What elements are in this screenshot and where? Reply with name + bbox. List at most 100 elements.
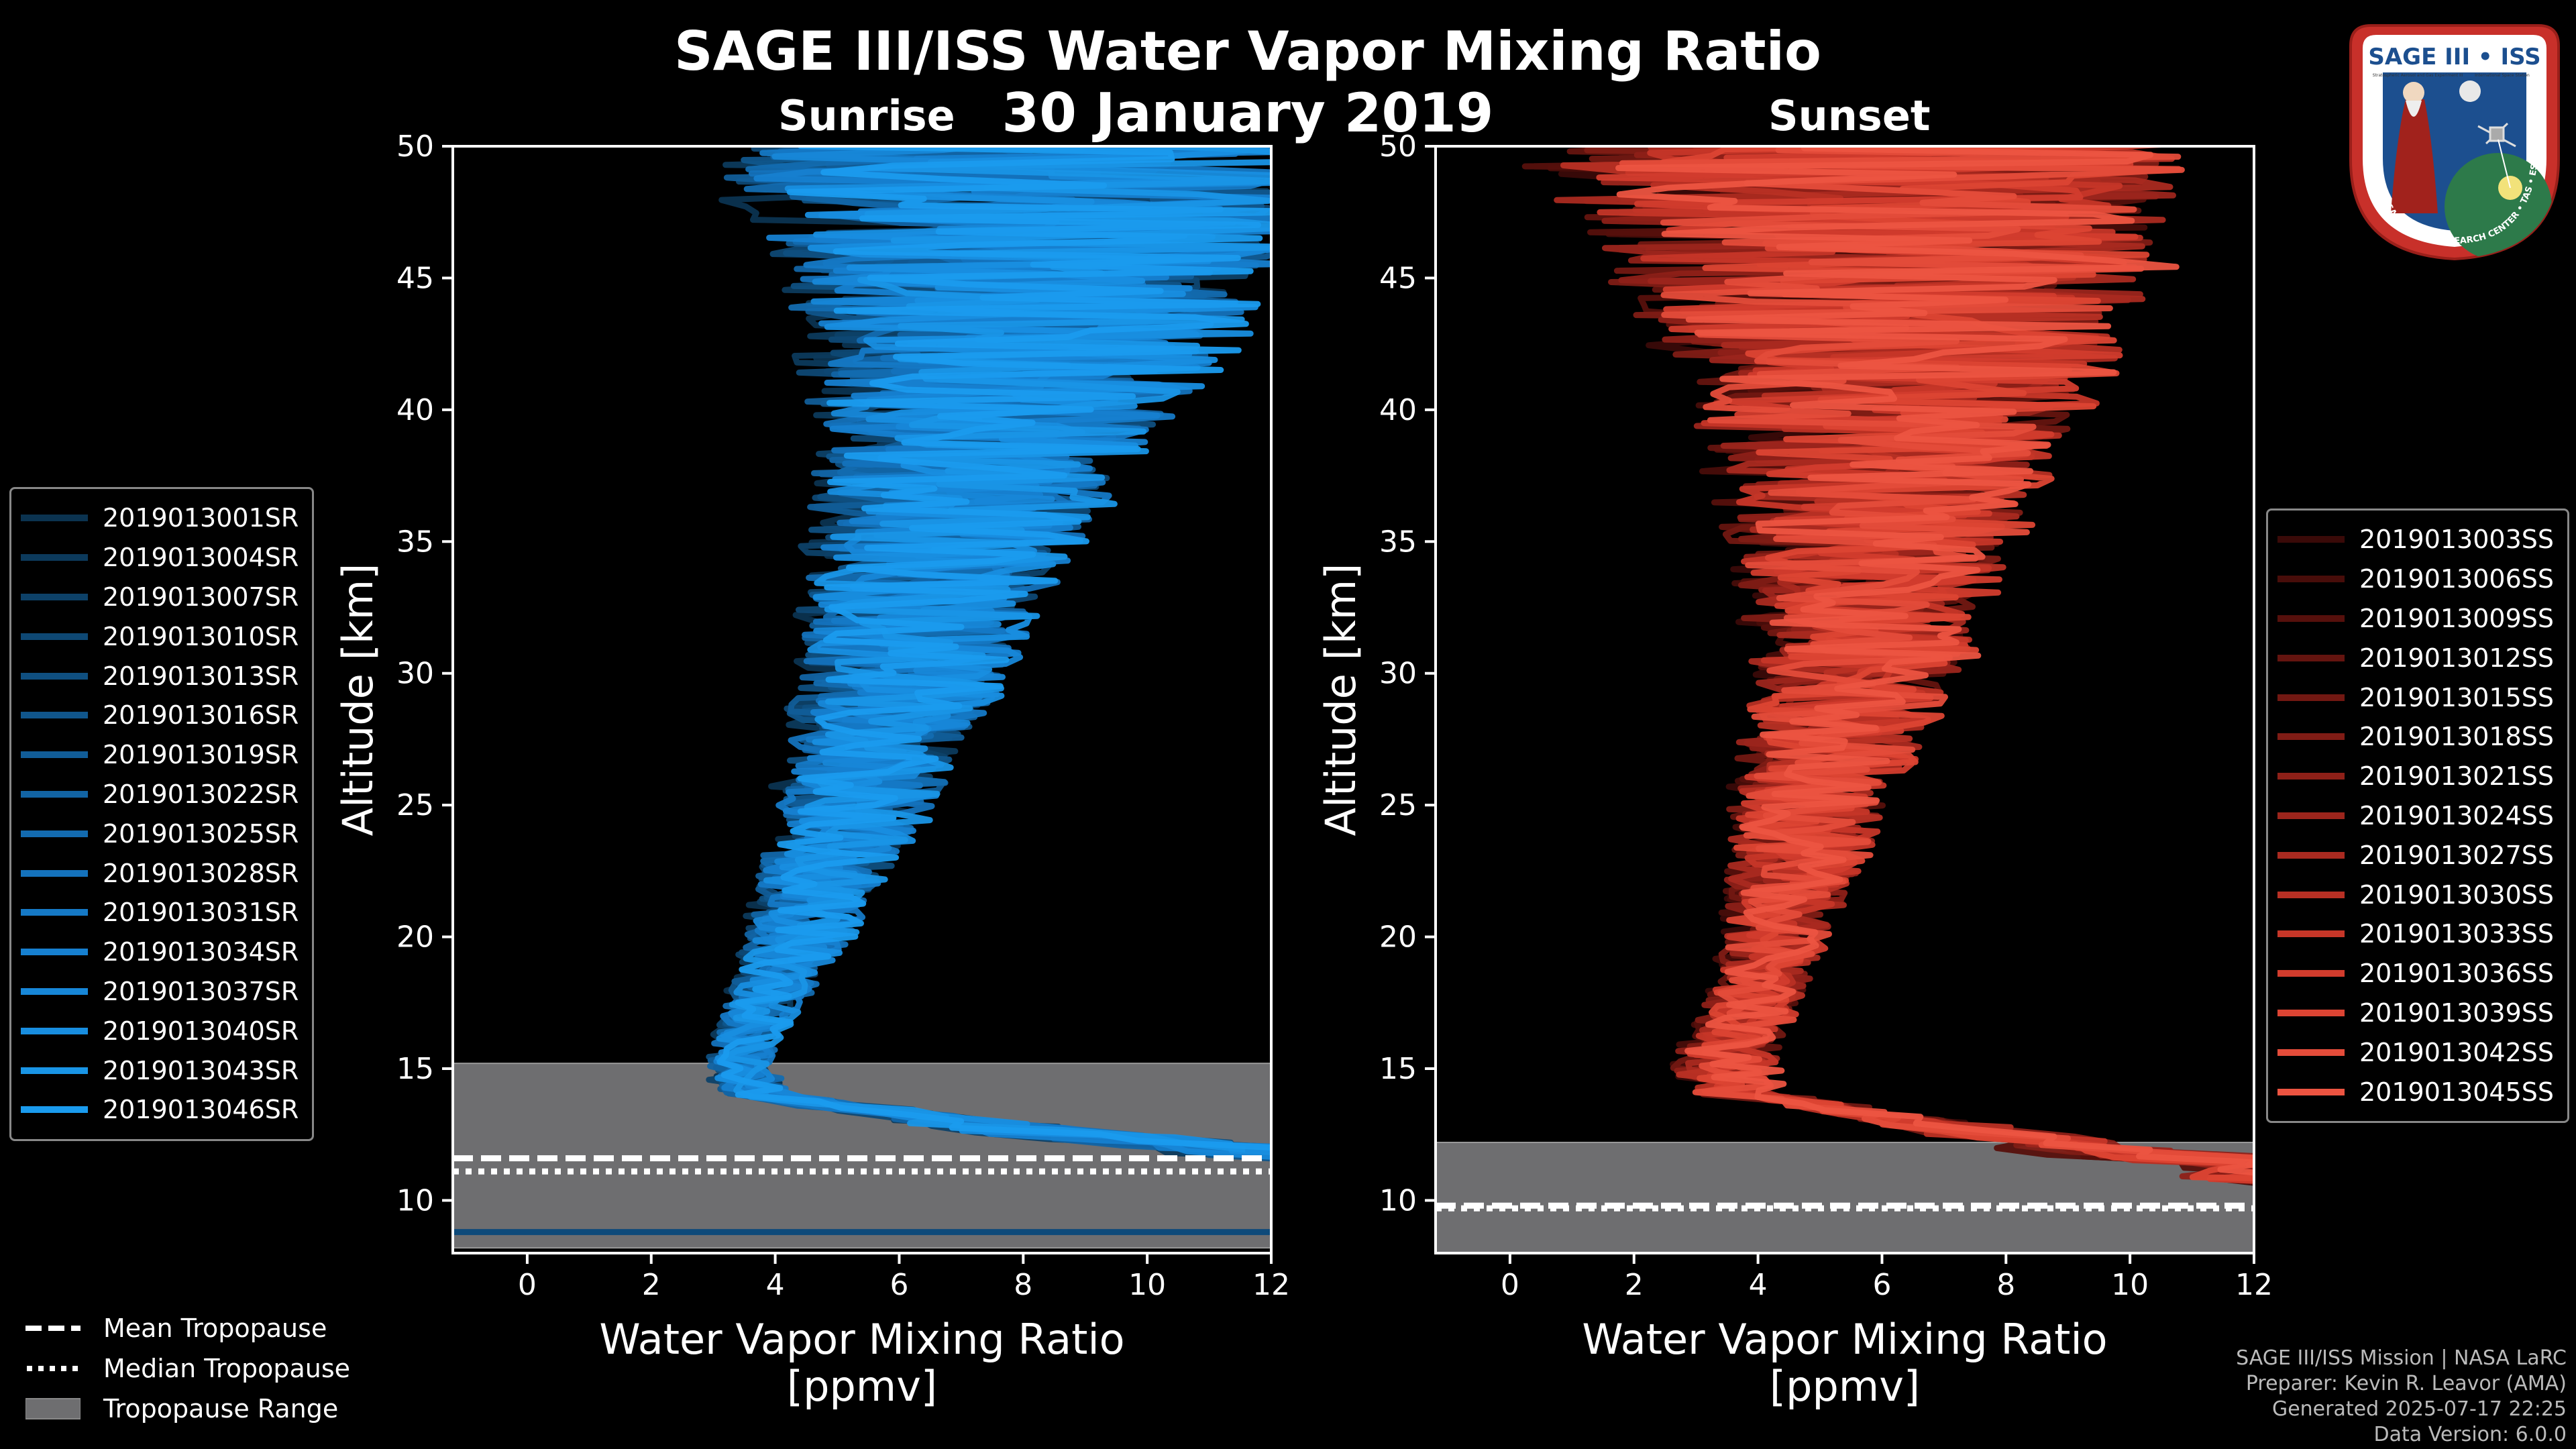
legend-item: 2019013025SR	[21, 814, 299, 853]
legend-swatch	[2277, 773, 2345, 780]
legend-label: 2019013001SR	[103, 503, 299, 533]
legend-item: 2019013013SR	[21, 656, 299, 696]
legend-swatch	[2277, 851, 2345, 859]
legend-label: Mean Tropopause	[103, 1313, 327, 1343]
y-tick-label: 45	[1379, 261, 1417, 295]
legend-item: 2019013016SR	[21, 696, 299, 735]
dashed-line-swatch	[25, 1326, 80, 1331]
legend-item: 2019013006SS	[2277, 559, 2554, 599]
legend-item: 2019013039SS	[2277, 994, 2554, 1033]
legend-label: 2019013019SR	[103, 740, 299, 770]
credits: SAGE III/ISS Mission | NASA LaRC Prepare…	[2236, 1346, 2567, 1448]
legend-swatch	[21, 987, 88, 995]
sunset-panel-title: Sunset	[1768, 91, 1931, 140]
logo-small-left: Stratospheric Aerosol and Gas Experiment…	[2373, 73, 2463, 78]
x-tick-label: 6	[1872, 1268, 1891, 1302]
iss-icon	[2477, 122, 2516, 148]
legend-label: 2019013004SR	[103, 543, 299, 573]
legend-swatch	[21, 554, 88, 561]
x-tick-label: 6	[890, 1268, 908, 1302]
legend-label: 2019013028SR	[103, 858, 299, 888]
legend-label: 2019013016SR	[103, 700, 299, 731]
legend-label: 2019013025SR	[103, 818, 299, 849]
y-tick-label: 35	[396, 525, 434, 559]
legend-item: 2019013046SR	[21, 1090, 299, 1130]
sunset-legend: 2019013003SS 2019013006SS 2019013009SS 2019…	[2266, 508, 2570, 1123]
legend-swatch	[2277, 1088, 2345, 1095]
legend-label: 2019013037SR	[103, 976, 299, 1006]
legend-median-tropopause: Median Tropopause	[25, 1348, 350, 1389]
legend-item: 2019013022SR	[21, 775, 299, 814]
legend-swatch	[2277, 694, 2345, 701]
plot-sunrise: 0 2 4 6 8 10 12 10 15 20 25 30 35 40 45 50 Water Vapor M…	[333, 129, 1290, 1411]
x-tick-label: 8	[1996, 1268, 2015, 1302]
x-axis-label: Water Vapor Mixing Ratio	[1582, 1315, 2107, 1364]
x-axis-unit-label: [ppmv]	[1770, 1362, 1920, 1411]
x-tick-label: 10	[2111, 1268, 2149, 1302]
legend-label: 2019013015SS	[2359, 682, 2555, 712]
legend-label: 2019013045SS	[2359, 1077, 2555, 1107]
legend-label: 2019013012SS	[2359, 643, 2555, 673]
legend-label: 2019013036SS	[2359, 959, 2555, 989]
x-axis-unit-label: [ppmv]	[787, 1362, 937, 1411]
profile-2019013030SS	[1560, 146, 2254, 1168]
legend-label: 2019013024SS	[2359, 800, 2555, 830]
legend-label: 2019013030SS	[2359, 879, 2555, 910]
legend-item: 2019013018SS	[2277, 717, 2554, 757]
legend-label: 2019013003SS	[2359, 525, 2555, 555]
legend-label: 2019013043SR	[103, 1055, 299, 1085]
legend-item: 2019013009SS	[2277, 599, 2554, 639]
legend-swatch	[2277, 970, 2345, 977]
legend-swatch	[21, 1027, 88, 1034]
wizard-figure-icon	[2391, 99, 2438, 213]
legend-swatch	[21, 869, 88, 877]
legend-swatch	[2277, 1049, 2345, 1056]
legend-swatch	[21, 1067, 88, 1074]
legend-swatch	[21, 712, 88, 719]
legend-item: 2019013015SS	[2277, 678, 2554, 717]
logo-title: SAGE III • ISS	[2368, 44, 2540, 70]
legend-label: Median Tropopause	[103, 1354, 350, 1383]
legend-label: 2019013022SR	[103, 779, 299, 809]
profile-2019013039SS	[1660, 146, 2254, 1182]
light-ray	[2498, 139, 2511, 189]
y-tick-label: 30	[396, 657, 434, 691]
x-tick-label: 8	[1014, 1268, 1032, 1302]
y-tick-label: 25	[1379, 788, 1417, 822]
y-tick-label: 30	[1379, 657, 1417, 691]
legend-item: 2019013007SR	[21, 578, 299, 617]
x-tick-label: 0	[1501, 1268, 1519, 1302]
y-tick-label: 15	[1379, 1052, 1417, 1086]
sunrise-panel-title: Sunrise	[778, 91, 955, 140]
credit-mission: SAGE III/ISS Mission | NASA LaRC	[2236, 1346, 2567, 1370]
plot-frame	[1434, 145, 2255, 1254]
legend-item: 2019013010SR	[21, 616, 299, 656]
legend-label: 2019013046SR	[103, 1095, 299, 1125]
legend-item: 2019013037SR	[21, 972, 299, 1012]
range-swatch	[25, 1398, 80, 1419]
x-tick-label: 12	[1252, 1268, 1290, 1302]
legend-swatch	[2277, 576, 2345, 583]
x-tick-label: 2	[642, 1268, 661, 1302]
legend-swatch	[2277, 812, 2345, 819]
legend-swatch	[21, 633, 88, 640]
legend-swatch	[2277, 536, 2345, 543]
legend-item: 2019013033SS	[2277, 914, 2554, 954]
y-tick-label: 10	[1379, 1183, 1417, 1218]
y-tick-label: 40	[1379, 393, 1417, 427]
legend-label: 2019013027SS	[2359, 840, 2555, 870]
legend-label: 2019013006SS	[2359, 564, 2555, 594]
y-tick-label: 45	[396, 261, 434, 295]
legend-label: Tropopause Range	[103, 1394, 339, 1424]
dotted-line-swatch	[27, 1366, 80, 1371]
legend-item: 2019013042SS	[2277, 1032, 2554, 1072]
earth-icon	[2445, 153, 2552, 259]
profile-2019013046SR	[716, 146, 1271, 1151]
legend-item: 2019013027SS	[2277, 835, 2554, 875]
y-axis-label: Altitude [km]	[333, 564, 382, 837]
legend-label: 2019013021SS	[2359, 761, 2555, 792]
legend-item: 2019013043SR	[21, 1051, 299, 1090]
y-tick-label: 50	[396, 129, 434, 164]
tropopause-legend: Mean Tropopause Median Tropopause Tropop…	[25, 1308, 350, 1429]
legend-swatch	[21, 593, 88, 600]
